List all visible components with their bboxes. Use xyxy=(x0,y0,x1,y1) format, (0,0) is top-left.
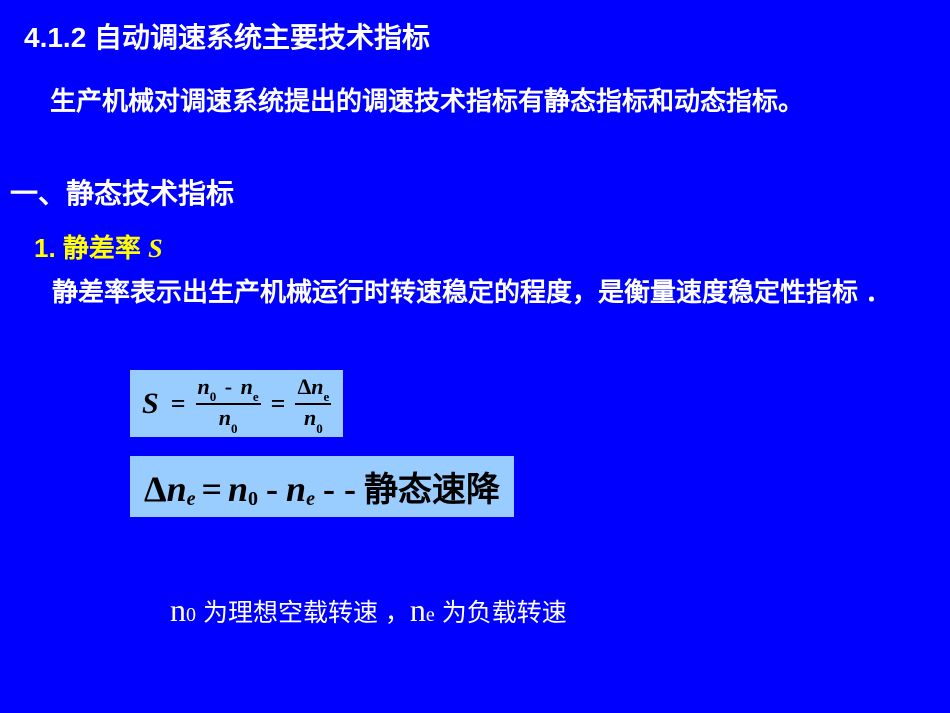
frac2-sub: e xyxy=(324,389,330,404)
n0-n: n xyxy=(198,374,210,399)
ne-b: n xyxy=(286,468,306,510)
sym-S: S xyxy=(142,387,159,421)
minus-b: - xyxy=(266,468,278,510)
fn-sub0: 0 xyxy=(186,604,196,626)
section-heading: 一、静态技术指标 xyxy=(10,172,234,212)
fn-n2: n xyxy=(410,592,426,628)
fn-n1: n xyxy=(170,592,186,628)
intro-text: 生产机械对调速系统提出的调速技术指标有静态指标和动态指标。 xyxy=(50,82,900,121)
n0-sub: 0 xyxy=(210,389,217,404)
den-sub: 0 xyxy=(231,421,238,436)
sub-e: e xyxy=(187,488,196,511)
fraction-1: n0 - ne n0 xyxy=(196,376,261,433)
sub-0: 0 xyxy=(248,488,258,511)
den-n: n xyxy=(219,405,231,430)
equals-1: = xyxy=(171,389,186,419)
slide: 4.1.2 自动调速系统主要技术指标 生产机械对调速系统提出的调速技术指标有静态… xyxy=(0,0,950,713)
ne-n: n xyxy=(241,374,253,399)
fn-part2: 为负载转速 xyxy=(435,599,567,627)
nb: n xyxy=(167,468,187,510)
frac2-denominator: n0 xyxy=(302,407,325,432)
item-description: 静差率表示出生产机械运行时转速稳定的程度，是衡量速度稳定性指标 ． xyxy=(52,272,902,312)
frac2-den-n: n xyxy=(304,405,316,430)
ne-sub: e xyxy=(253,389,259,404)
delta: Δ xyxy=(297,374,311,399)
frac1-numerator: n0 - ne xyxy=(196,376,261,401)
frac2-den-sub: 0 xyxy=(316,421,323,436)
n0b: n xyxy=(228,468,248,510)
dashdash: - - xyxy=(323,468,356,510)
tail-cn: 静态速降 xyxy=(364,462,500,511)
formula-row: S = n0 - ne n0 = Δne n0 xyxy=(142,376,331,433)
formula-static-error-rate: S = n0 - ne n0 = Δne n0 xyxy=(130,370,343,437)
item-heading: 1. 静差率 S xyxy=(34,228,163,265)
eq-b: = xyxy=(202,468,223,510)
frac2-numerator: Δne xyxy=(295,376,331,401)
slide-title: 4.1.2 自动调速系统主要技术指标 xyxy=(24,16,430,56)
equals-2: = xyxy=(271,389,286,419)
footnote: n0 为理想空载转速 ，ne 为负载转速 xyxy=(170,592,567,629)
frac2-n: n xyxy=(311,374,323,399)
fn-part1: 为理想空载转速 ， xyxy=(196,599,410,627)
item-number: 1. xyxy=(34,233,56,263)
delta-b: Δ xyxy=(144,468,167,510)
fraction-2: Δne n0 xyxy=(295,376,331,433)
fn-sube: e xyxy=(426,604,435,626)
item-symbol: S xyxy=(148,234,162,263)
formula-static-drop: Δne = n0 - ne - - 静态速降 xyxy=(130,456,514,517)
sub-e2: e xyxy=(306,488,315,511)
item-label: 静差率 xyxy=(63,233,141,263)
minus-op: - xyxy=(225,374,232,399)
frac1-denominator: n0 xyxy=(217,407,240,432)
